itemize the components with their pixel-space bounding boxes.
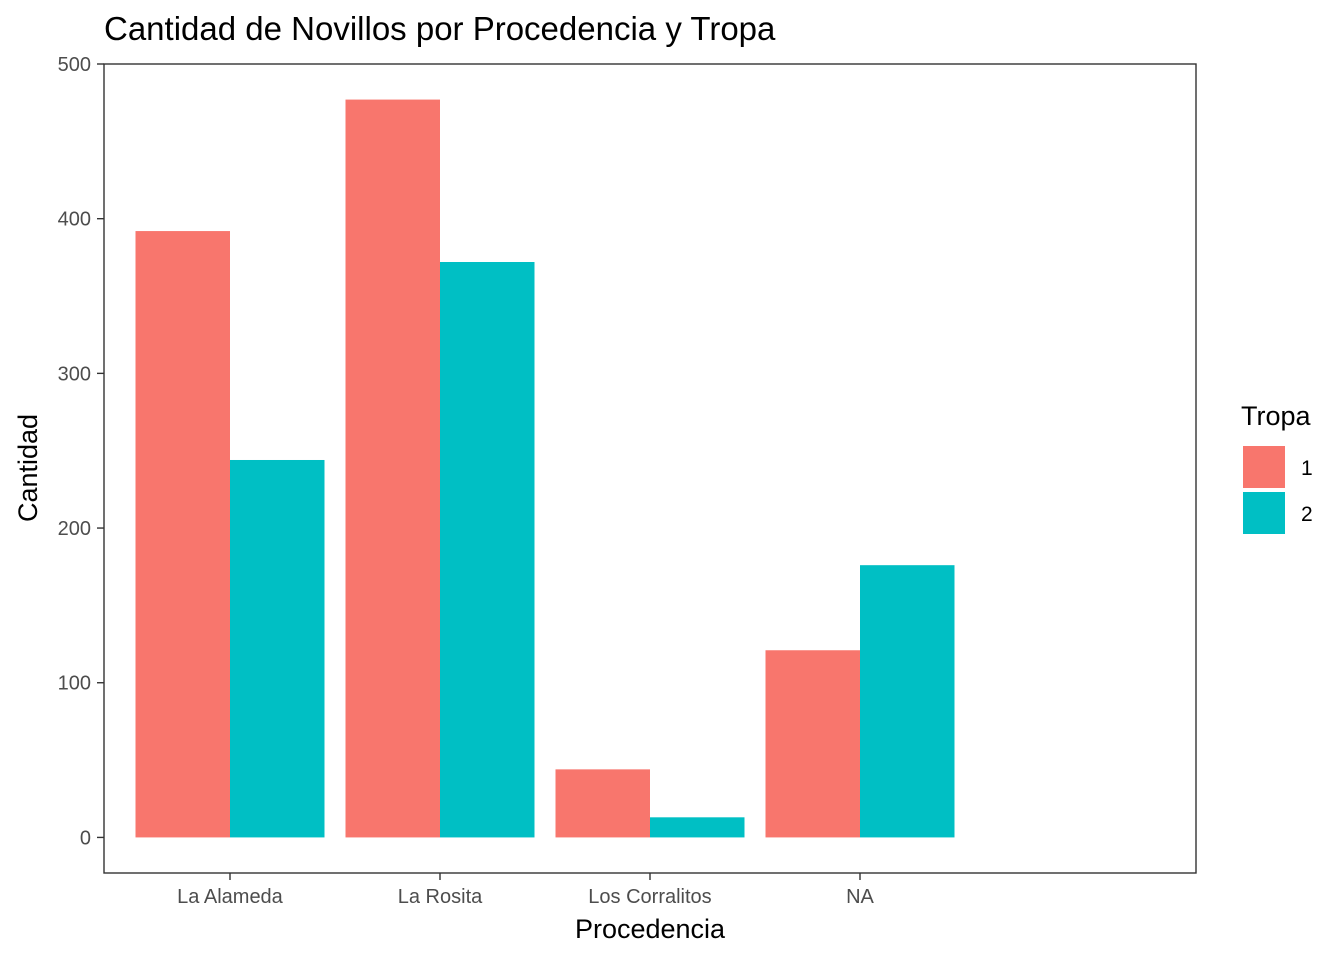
bar-la-alameda-tropa-1 <box>135 231 230 838</box>
legend-title: Tropa <box>1241 401 1312 431</box>
y-tick-label: 500 <box>58 54 91 76</box>
legend-items: 12 <box>1243 446 1313 534</box>
y-tick-label: 100 <box>58 673 91 695</box>
legend-key-2 <box>1243 492 1285 534</box>
y-tick-label: 400 <box>58 209 91 231</box>
y-axis: 0 100 200 300 400 500 <box>58 54 104 849</box>
y-tick-label: 300 <box>58 363 91 385</box>
legend-key-1 <box>1243 446 1285 488</box>
x-axis: La Alameda La Rosita Los Corralitos NA <box>177 873 875 908</box>
legend-label-2: 2 <box>1301 503 1313 526</box>
legend: Tropa 12 <box>1241 401 1313 534</box>
y-tick-label: 0 <box>80 827 91 849</box>
y-axis-title: Cantidad <box>13 414 43 522</box>
y-tick-label: 200 <box>58 518 91 540</box>
bar-la-alameda-tropa-2 <box>230 459 325 838</box>
x-tick-label: La Alameda <box>177 886 284 908</box>
bars-layer <box>135 99 955 838</box>
x-tick-label: NA <box>846 886 874 908</box>
x-axis-title: Procedencia <box>575 914 726 944</box>
chart-title: Cantidad de Novillos por Procedencia y T… <box>104 10 776 47</box>
bar-na-tropa-2 <box>860 565 955 838</box>
bar-la-rosita-tropa-2 <box>440 262 535 838</box>
bar-la-rosita-tropa-1 <box>345 99 440 838</box>
bar-los-corralitos-tropa-1 <box>555 769 650 838</box>
bar-na-tropa-1 <box>765 650 860 838</box>
x-tick-label: Los Corralitos <box>588 886 711 908</box>
bar-los-corralitos-tropa-2 <box>650 817 745 838</box>
legend-label-1: 1 <box>1301 457 1313 480</box>
x-tick-label: La Rosita <box>398 886 483 908</box>
